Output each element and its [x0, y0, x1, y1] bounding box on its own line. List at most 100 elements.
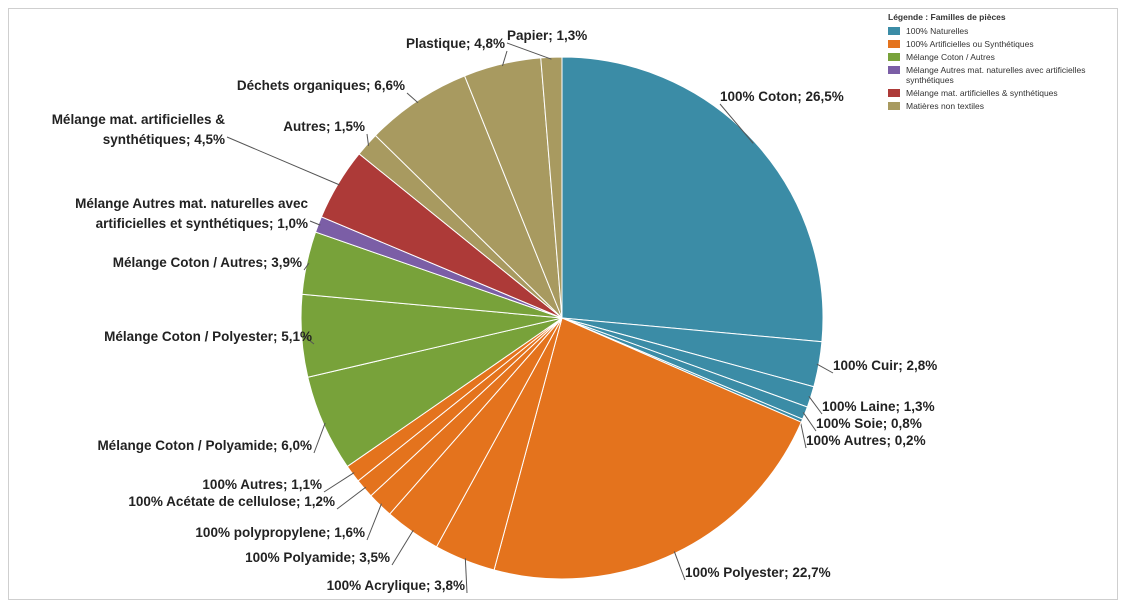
legend-entry: 100% Naturelles	[888, 26, 1123, 36]
legend-label: Mélange Coton / Autres	[906, 52, 995, 62]
leader-line	[366, 503, 382, 541]
slice-value-label: 3,8%	[434, 578, 465, 593]
label-separator: ;	[268, 216, 278, 231]
legend-label: 100% Naturelles	[906, 26, 969, 36]
slice-category: 100% Soie	[816, 416, 883, 431]
slice-label: Mélange Autres mat. naturelles avec arti…	[73, 194, 308, 234]
slice-value-label: 6,6%	[374, 78, 405, 93]
leader-line	[673, 551, 686, 581]
slice-value-label: 1,6%	[334, 525, 365, 540]
slice-label: Autres; 1,5%	[165, 117, 365, 137]
legend-swatch	[888, 89, 900, 97]
slice-label: 100% Polyamide; 3,5%	[170, 548, 390, 568]
label-separator: ;	[185, 132, 195, 147]
slice-label: 100% Autres; 0,2%	[806, 431, 1006, 451]
leader-line	[226, 136, 340, 186]
slice-value-label: 0,8%	[891, 416, 922, 431]
legend-label: Mélange Autres mat. naturelles avec arti…	[906, 65, 1086, 85]
label-separator: ;	[886, 433, 895, 448]
slice-value-label: 4,5%	[194, 132, 225, 147]
slice-category: Papier	[507, 28, 549, 43]
slice-value-label: 1,5%	[334, 119, 365, 134]
leader-line	[802, 412, 817, 432]
leader-line	[309, 220, 321, 226]
legend-entry: Mélange Autres mat. naturelles avec arti…	[888, 65, 1123, 85]
slice-label: 100% Acétate de cellulose; 1,2%	[95, 492, 335, 512]
legend-title: Légende : Familles de pièces	[888, 12, 1006, 22]
leader-line	[336, 486, 367, 510]
slice-category: 100% Polyamide	[245, 550, 351, 565]
leader-line	[303, 335, 315, 345]
label-separator: ;	[295, 494, 305, 509]
slice-value-label: 1,1%	[291, 477, 322, 492]
leader-line	[464, 558, 468, 594]
legend-swatch	[888, 40, 900, 48]
slice-label: 100% Acrylique; 3,8%	[245, 576, 465, 596]
label-separator: ;	[465, 36, 475, 51]
label-separator: ;	[325, 119, 335, 134]
legend-swatch	[888, 102, 900, 110]
slice-category: Mélange Autres mat. naturelles avec arti…	[75, 196, 308, 231]
pie-slice	[540, 56, 563, 319]
slice-category: Autres	[283, 119, 326, 134]
label-separator: ;	[882, 416, 892, 431]
leader-line	[366, 133, 370, 146]
slice-value-label: 22,7%	[792, 565, 831, 580]
legend-entry: Matières non textiles	[888, 101, 1123, 111]
label-separator: ;	[898, 358, 907, 373]
legend-entry: Mélange Coton / Autres	[888, 52, 1123, 62]
slice-value-label: 3,9%	[271, 255, 302, 270]
slice-label: 100% Cuir; 2,8%	[833, 356, 1033, 376]
label-separator: ;	[325, 525, 335, 540]
slice-label: Papier; 1,3%	[507, 26, 707, 46]
leader-line	[808, 396, 823, 415]
legend-entry: Mélange mat. artificielles & synthétique…	[888, 88, 1123, 98]
slice-category: 100% Acrylique	[326, 578, 426, 593]
leader-line	[719, 103, 754, 144]
slice-category: 100% Cuir	[833, 358, 899, 373]
slice-label: Mélange mat. artificielles & synthétique…	[25, 110, 225, 150]
leader-line	[816, 363, 834, 374]
label-separator: ;	[262, 255, 272, 270]
label-separator: ;	[365, 78, 375, 93]
legend-label: Mélange mat. artificielles & synthétique…	[906, 88, 1058, 98]
slice-category: 100% Coton	[720, 89, 798, 104]
leader-line	[323, 472, 355, 493]
slice-value-label: 1,2%	[304, 494, 335, 509]
slice-category: Mélange Coton / Polyester	[104, 329, 273, 344]
slice-label: 100% Autres; 1,1%	[102, 475, 322, 495]
slice-label: Mélange Coton / Autres; 3,9%	[42, 253, 302, 273]
pie-slice	[561, 56, 824, 343]
slice-label: Déchets organiques; 6,6%	[185, 76, 405, 96]
leader-line	[501, 50, 508, 67]
slice-category: 100% Acétate de cellulose	[128, 494, 296, 509]
slice-label: 100% Soie; 0,8%	[816, 414, 1016, 434]
slice-label: 100% Laine; 1,3%	[822, 397, 1022, 417]
slice-label: 100% Coton; 26,5%	[720, 87, 920, 107]
slice-value-label: 1,3%	[556, 28, 588, 43]
slice-category: Mélange Coton / Polyamide	[97, 438, 273, 453]
legend-swatch	[888, 66, 900, 74]
slice-value-label: 6,0%	[281, 438, 312, 453]
leader-line	[406, 92, 419, 104]
slice-category: 100% polypropylene	[195, 525, 326, 540]
legend-swatch	[888, 53, 900, 61]
label-separator: ;	[272, 329, 282, 344]
leader-line	[799, 419, 807, 449]
legend-entry: 100% Artificielles ou Synthétiques	[888, 39, 1123, 49]
slice-label: Plastique; 4,8%	[285, 34, 505, 54]
slice-label: Mélange Coton / Polyester; 5,1%	[72, 327, 312, 347]
slice-category: 100% Autres	[806, 433, 887, 448]
slice-value-label: 3,5%	[359, 550, 390, 565]
slice-category: Mélange Coton / Autres	[112, 255, 263, 270]
leader-line	[303, 262, 310, 271]
legend: Légende : Familles de pièces 100% Nature…	[888, 12, 1123, 114]
chart-frame	[8, 8, 1118, 600]
legend-label: 100% Artificielles ou Synthétiques	[906, 39, 1034, 49]
slice-category: 100% Polyester	[685, 565, 785, 580]
label-separator: ;	[282, 477, 292, 492]
slice-value-label: 2,8%	[906, 358, 938, 373]
legend-label: Matières non textiles	[906, 101, 984, 111]
slice-category: Plastique	[405, 36, 466, 51]
